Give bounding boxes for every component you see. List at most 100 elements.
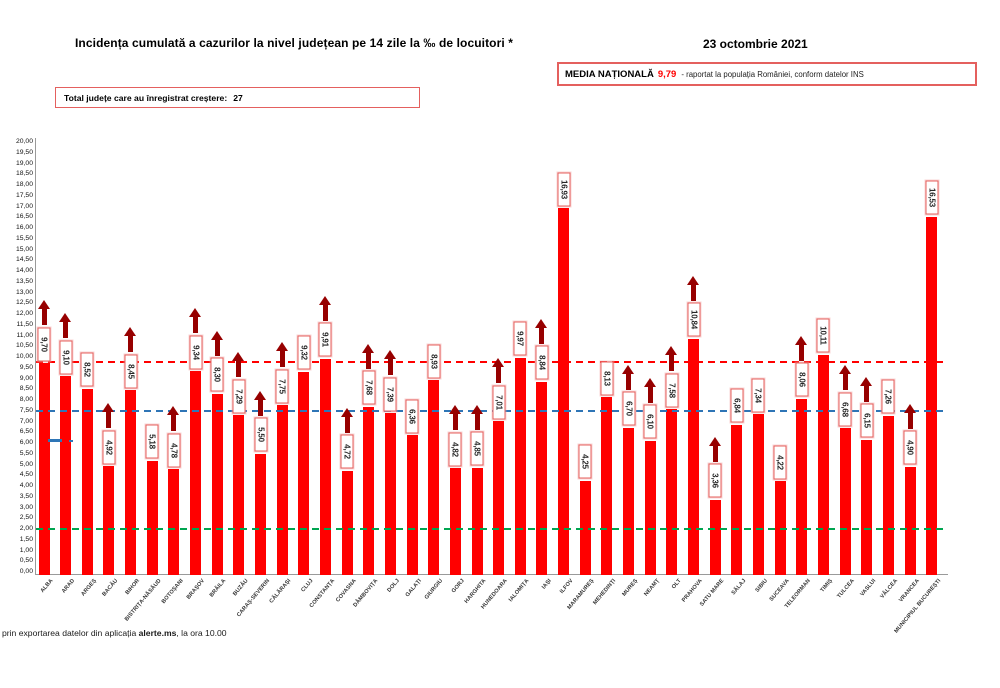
arrow-stem: [193, 317, 199, 334]
bar: [146, 460, 158, 575]
reference-line-prag-albastru: [36, 409, 948, 412]
x-axis-label: SATU MARE: [699, 578, 726, 608]
y-axis-tick-label: 19,00: [15, 159, 33, 167]
x-axis-label: CLUJ: [300, 578, 315, 594]
bar-value-label: 9,10: [59, 340, 73, 375]
increase-arrow-icon: [37, 300, 51, 326]
x-axis-label: SUCEAVA: [768, 578, 791, 603]
bar-value-label: 7,68: [362, 370, 376, 405]
x-axis-label: MUNICIPIUL BUCUREȘTI: [893, 578, 943, 635]
bar: [731, 424, 743, 575]
bar: [298, 371, 310, 575]
reference-line-prag-verde: [36, 528, 948, 530]
arrow-head: [210, 330, 223, 340]
national-average-label: MEDIA NAȚIONALĂ: [565, 68, 654, 80]
bar-value-label: 4,72: [340, 434, 354, 469]
bar: [276, 405, 288, 575]
bar-value-label: 8,30: [210, 357, 224, 392]
x-axis-label: BIHOR: [124, 578, 142, 597]
x-axis-label: TIMIȘ: [819, 578, 835, 594]
arrow-head: [470, 404, 483, 414]
bar: [709, 499, 721, 575]
y-axis-tick-label: 6,50: [19, 428, 33, 436]
y-axis-tick-label: 2,00: [19, 525, 33, 532]
y-axis-tick-label: 16,00: [15, 224, 33, 231]
y-axis-tick-label: 8,50: [19, 385, 33, 393]
y-axis-tick-label: 9,00: [19, 374, 33, 382]
x-axis-label: ARAD: [61, 578, 77, 595]
bar: [514, 357, 526, 575]
x-axis-label: COVASNA: [334, 578, 358, 604]
bar: [60, 376, 72, 575]
bar: [623, 427, 635, 575]
increase-arrow-icon: [622, 364, 635, 390]
arrow-stem: [387, 359, 393, 376]
footer-text: prin exportarea datelor din aplicația: [2, 628, 139, 638]
bar: [341, 470, 353, 575]
arrow-head: [189, 308, 202, 318]
y-axis-tick-label: 5,50: [19, 449, 33, 457]
increase-arrow-icon: [189, 308, 202, 334]
bar-value-label: 8,06: [795, 362, 809, 397]
increase-arrow-icon: [318, 295, 332, 321]
total-increase-count: 27: [233, 92, 243, 103]
bar-value-label: 7,34: [751, 378, 765, 413]
increase-arrow-icon: [448, 405, 462, 431]
arrow-stem: [712, 445, 718, 462]
increase-arrow-icon: [275, 342, 289, 368]
bar-value-label: 5,50: [254, 417, 267, 452]
bar: [363, 406, 375, 575]
increase-arrow-icon: [643, 377, 657, 403]
increase-arrow-icon: [708, 436, 722, 462]
arrow-stem: [344, 416, 350, 433]
bar: [384, 413, 396, 575]
y-axis-tick-label: 3,50: [19, 492, 33, 500]
arrow-head: [340, 407, 353, 417]
bar-value-label: 7,01: [492, 385, 506, 420]
y-axis-tick-label: 14,50: [15, 256, 33, 264]
bar-value-label: 4,22: [773, 445, 787, 480]
arrow-stem: [626, 373, 632, 390]
x-axis-label: GORJ: [450, 578, 466, 595]
bar-value-label: 6,68: [838, 392, 852, 427]
bar: [666, 409, 678, 575]
bar-value-label: 4,85: [470, 431, 484, 466]
y-axis-tick-label: 7,00: [19, 417, 33, 425]
bar: [233, 415, 245, 575]
bar-value-label: 9,91: [318, 322, 332, 357]
arrow-head: [860, 376, 873, 386]
y-axis-tick-label: 20,00: [15, 138, 33, 145]
increase-arrow-icon: [59, 313, 72, 339]
bar: [688, 338, 699, 575]
bar: [449, 468, 461, 575]
increase-arrow-icon: [470, 404, 484, 430]
x-axis-label: ARGEȘ: [80, 578, 98, 598]
bar-value-label: 4,25: [578, 444, 592, 479]
y-axis-tick-label: 16,50: [15, 213, 33, 221]
blue-dot-marker: [69, 440, 73, 442]
x-axis-label: OLT: [670, 578, 683, 591]
arrow-stem: [864, 385, 870, 402]
total-increase-label: Total județe care au înregistrat creșter…: [64, 92, 228, 103]
y-axis-tick-label: 7,50: [19, 406, 33, 414]
bar-value-label: 16,53: [925, 180, 939, 215]
y-axis-tick-label: 4,50: [19, 471, 33, 479]
footer-app-name: alerte.ms: [138, 628, 177, 638]
bar-value-label: 8,93: [427, 344, 441, 378]
bar-value-label: 7,29: [232, 379, 246, 414]
increase-arrow-icon: [383, 350, 397, 376]
x-axis-label: BUZĂU: [231, 578, 250, 598]
y-axis-tick-label: 10,50: [15, 342, 33, 350]
bar-value-label: 9,32: [297, 335, 311, 370]
arrow-stem: [799, 344, 805, 361]
y-axis-tick-label: 17,50: [15, 191, 33, 199]
bar: [536, 381, 548, 575]
bar-value-label: 7,39: [383, 377, 397, 412]
bar: [103, 466, 115, 575]
chart-date: 23 octombrie 2021: [703, 37, 808, 51]
x-axis-label: MUREȘ: [621, 578, 640, 598]
x-axis-label: BACĂU: [101, 578, 120, 598]
x-axis-label: ALBA: [39, 578, 55, 595]
x-axis-label: GALAȚI: [404, 578, 423, 599]
bar-value-label: 9,70: [37, 327, 51, 362]
